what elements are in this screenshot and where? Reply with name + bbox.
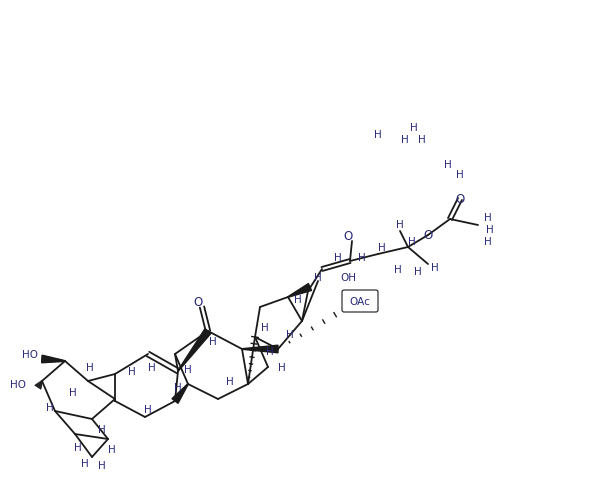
Text: H: H — [108, 444, 116, 454]
Text: H: H — [486, 224, 494, 235]
Text: H: H — [418, 135, 426, 145]
FancyBboxPatch shape — [342, 290, 378, 312]
Text: O: O — [194, 296, 203, 309]
Text: H: H — [98, 460, 106, 470]
Text: H: H — [358, 252, 366, 263]
Text: H: H — [69, 387, 77, 397]
Text: O: O — [456, 193, 465, 206]
Polygon shape — [172, 384, 188, 404]
Text: H: H — [444, 160, 452, 170]
Text: H: H — [174, 382, 182, 392]
Text: H: H — [396, 220, 404, 229]
Text: H: H — [484, 237, 492, 246]
Text: H: H — [98, 424, 106, 434]
Text: H: H — [394, 264, 402, 274]
Text: H: H — [266, 346, 274, 356]
Text: H: H — [401, 135, 409, 145]
Text: H: H — [408, 237, 416, 246]
Text: H: H — [261, 323, 269, 332]
Text: HO: HO — [22, 349, 38, 359]
Text: H: H — [431, 263, 439, 272]
Text: O: O — [423, 229, 432, 242]
Text: H: H — [314, 272, 322, 283]
Text: H: H — [334, 252, 342, 263]
Text: O: O — [343, 230, 353, 243]
Text: H: H — [46, 402, 54, 412]
Text: H: H — [374, 130, 382, 140]
Text: HO: HO — [10, 379, 26, 389]
Text: OAc: OAc — [350, 296, 370, 306]
Text: H: H — [278, 362, 286, 372]
Text: H: H — [86, 362, 94, 372]
Text: H: H — [286, 329, 294, 339]
Text: H: H — [74, 442, 82, 452]
Polygon shape — [178, 329, 211, 371]
Text: H: H — [128, 366, 136, 376]
Polygon shape — [41, 355, 65, 363]
Text: H: H — [226, 376, 234, 386]
Text: H: H — [144, 404, 152, 414]
Text: H: H — [410, 123, 418, 133]
Polygon shape — [242, 346, 278, 353]
Text: H: H — [294, 294, 302, 305]
Text: H: H — [378, 243, 386, 252]
Polygon shape — [288, 284, 312, 298]
Text: H: H — [209, 336, 217, 346]
Text: H: H — [456, 170, 464, 180]
Text: H: H — [414, 266, 422, 276]
Text: H: H — [148, 362, 156, 372]
Text: H: H — [81, 458, 89, 468]
Text: H: H — [484, 213, 492, 223]
Text: OH: OH — [340, 272, 356, 283]
Text: H: H — [184, 364, 192, 374]
